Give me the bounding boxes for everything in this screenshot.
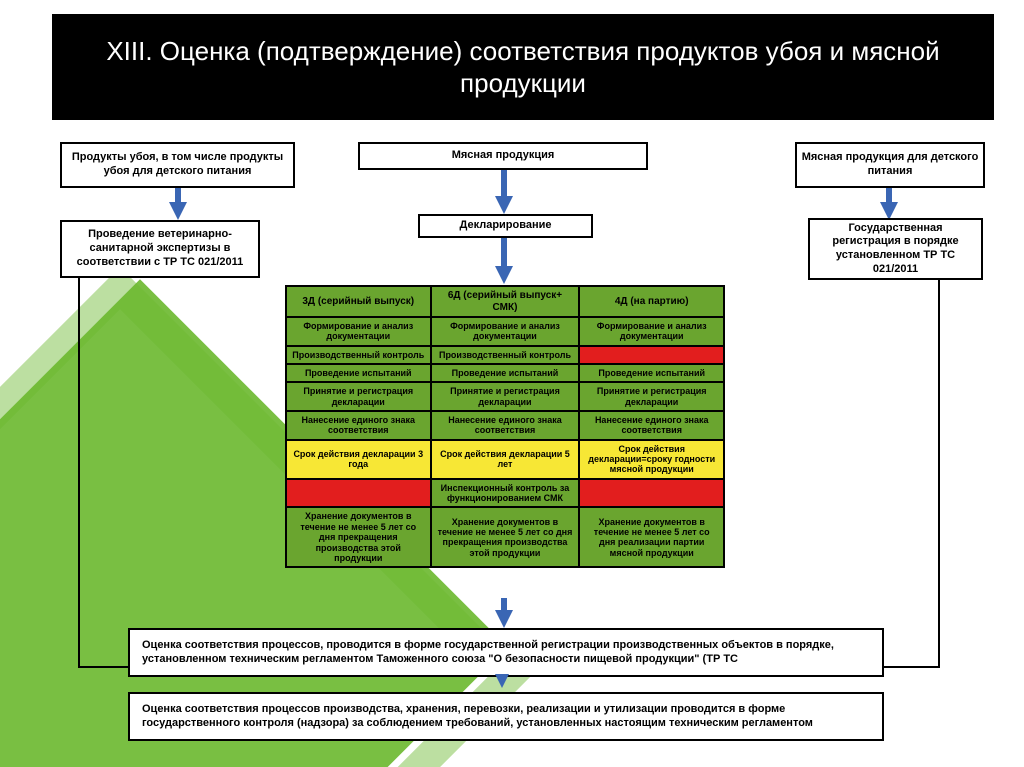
table-cell: Производственный контроль	[286, 346, 431, 364]
table-cell	[286, 479, 431, 508]
table-cell: Срок действия декларации=сроку годности …	[579, 440, 724, 479]
table-cell: Срок действия декларации 5 лет	[431, 440, 580, 479]
table-cell: Проведение испытаний	[286, 364, 431, 382]
box-assessment-registration: Оценка соответствия процессов, проводитс…	[128, 628, 884, 677]
table-cell: Проведение испытаний	[431, 364, 580, 382]
table-cell	[579, 346, 724, 364]
connector-right-h	[882, 666, 940, 668]
box-assessment-control: Оценка соответствия процессов производст…	[128, 692, 884, 741]
table-cell: Принятие и регистрация декларации	[431, 382, 580, 411]
table-cell: Принятие и регистрация декларации	[286, 382, 431, 411]
table-cell: Проведение испытаний	[579, 364, 724, 382]
hdr-4d: 4Д (на партию)	[579, 286, 724, 317]
arrow-down-2	[495, 196, 513, 214]
box-meat-products: Мясная продукция	[358, 142, 648, 170]
table-cell: Хранение документов в течение не менее 5…	[286, 507, 431, 567]
arrow-stem-2	[501, 170, 507, 198]
table-cell: Срок действия декларации 3 года	[286, 440, 431, 479]
box-products-slaughter: Продукты убоя, в том числе продукты убоя…	[60, 142, 295, 188]
table-cell: Нанесение единого знака соответствия	[286, 411, 431, 440]
scheme-table: 3Д (серийный выпуск) 6Д (серийный выпуск…	[285, 285, 725, 568]
table-cell: Формирование и анализ документации	[286, 317, 431, 346]
table-cell: Нанесение единого знака соответствия	[579, 411, 724, 440]
table-cell	[579, 479, 724, 508]
connector-left-h	[78, 666, 128, 668]
table-cell: Нанесение единого знака соответствия	[431, 411, 580, 440]
hdr-3d: 3Д (серийный выпуск)	[286, 286, 431, 317]
hdr-6d: 6Д (серийный выпуск+ СМК)	[431, 286, 580, 317]
box-meat-children: Мясная продукция для детского питания	[795, 142, 985, 188]
table-cell: Инспекционный контроль за функционирован…	[431, 479, 580, 508]
arrow-down-1	[169, 202, 187, 220]
table-cell: Принятие и регистрация декларации	[579, 382, 724, 411]
box-state-registration: Государственная регистрация в порядке ус…	[808, 218, 983, 280]
slide-title: XIII. Оценка (подтверждение) соответстви…	[52, 14, 994, 120]
connector-right-v	[938, 280, 940, 668]
table-cell: Формирование и анализ документации	[579, 317, 724, 346]
box-declaration: Декларирование	[418, 214, 593, 238]
table-cell: Хранение документов в течение не менее 5…	[431, 507, 580, 567]
table-cell: Производственный контроль	[431, 346, 580, 364]
connector-left-v	[78, 278, 80, 668]
arrow-down-6	[495, 674, 509, 688]
box-vet-expertise: Проведение ветеринарно-санитарной экспер…	[60, 220, 260, 278]
table-cell: Хранение документов в течение не менее 5…	[579, 507, 724, 567]
table-cell: Формирование и анализ документации	[431, 317, 580, 346]
arrow-stem-4	[501, 238, 507, 268]
arrow-down-5	[495, 610, 513, 628]
arrow-down-4	[495, 266, 513, 284]
